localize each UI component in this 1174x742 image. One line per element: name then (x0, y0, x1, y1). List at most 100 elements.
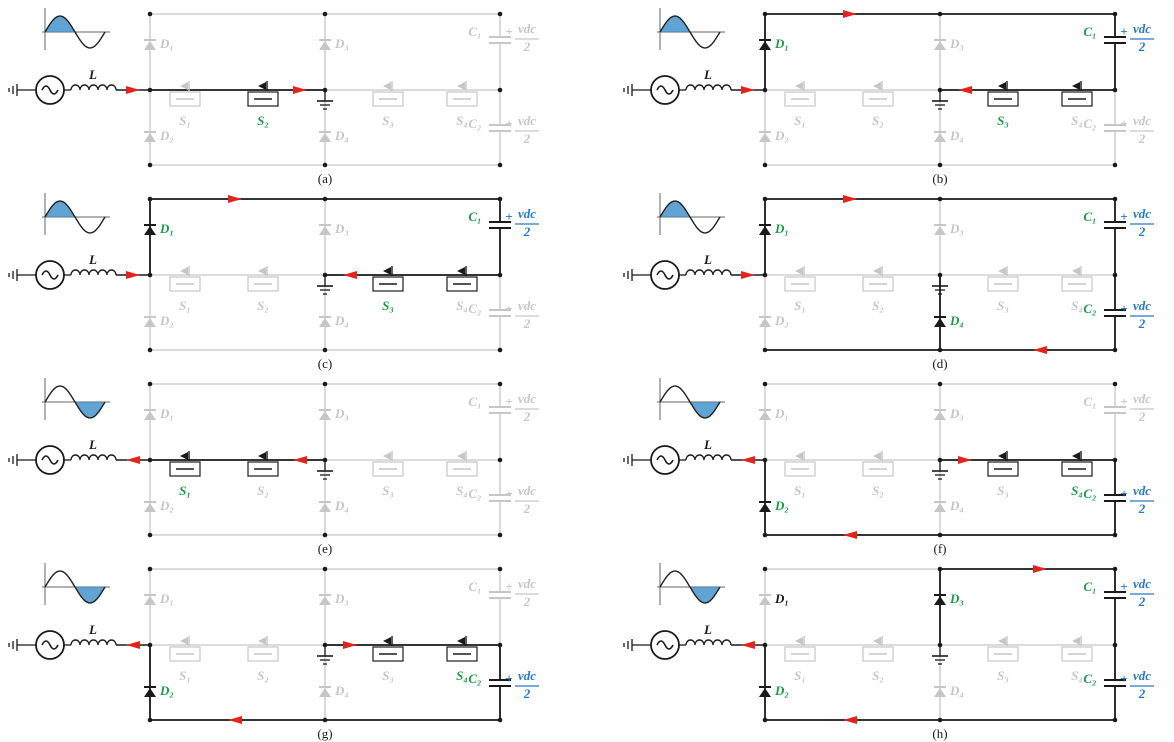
component-label: + (1120, 394, 1127, 409)
component-label: C₂ (1083, 671, 1096, 686)
component-label: + (505, 301, 512, 316)
component-label: + (1120, 671, 1127, 686)
component-label: + (505, 579, 512, 594)
current-arrow (843, 195, 857, 203)
node (323, 382, 328, 387)
component-label: D₃ (334, 406, 349, 421)
node (938, 12, 943, 17)
component-label: S₁ (794, 668, 806, 683)
component-label: + (505, 671, 512, 686)
component-label: S₂ (872, 113, 884, 128)
switch-diode (873, 637, 881, 645)
diode (934, 318, 946, 327)
component-label: 2 (523, 686, 531, 701)
component-label: + (505, 209, 512, 224)
component-label: 2 (1138, 224, 1146, 239)
component-label: D₂ (159, 128, 174, 143)
component-label: D₂ (159, 313, 174, 328)
diode (759, 688, 771, 697)
component-label: vdc (1133, 576, 1151, 591)
switch-diode (180, 452, 188, 460)
node (148, 533, 153, 538)
panel-caption: (b) (932, 171, 947, 186)
component-label: S₂ (257, 483, 269, 498)
component-label: D₃ (949, 406, 964, 421)
panel-caption: (e) (318, 541, 332, 556)
current-arrow (843, 531, 857, 539)
component-label: vdc (1133, 391, 1151, 406)
node (498, 197, 503, 202)
component-label: S₂ (872, 483, 884, 498)
component-label: D₄ (334, 498, 349, 513)
switch-diode (457, 82, 465, 90)
node (148, 567, 153, 572)
switch-diode (795, 267, 803, 275)
component-label: C₂ (468, 116, 481, 131)
circuit-panel: LD₁D₂D₃D₄S₁S₂S₃S₄C₁+vdc2C₂+vdc2(b) (624, 8, 1154, 186)
component-label: S₁ (179, 298, 191, 313)
panel-caption: (d) (932, 356, 947, 371)
switch-diode (383, 637, 391, 645)
node (498, 12, 503, 17)
circuit-panel: LD₁D₂D₃D₄S₁S₂S₃S₄C₁+vdc2C₂+vdc2(e) (9, 378, 539, 556)
node (938, 348, 943, 353)
node (1113, 567, 1118, 572)
diode (759, 318, 771, 327)
current-arrow (343, 271, 357, 279)
component-label: + (505, 394, 512, 409)
component-label: S₄ (456, 113, 468, 128)
component-label: S₃ (382, 113, 394, 128)
node (763, 163, 768, 168)
component-label: S₃ (382, 483, 394, 498)
switch-diode (998, 82, 1006, 90)
diode (144, 503, 156, 512)
node (148, 88, 153, 93)
current-arrow (1033, 346, 1047, 354)
switch-diode (795, 637, 803, 645)
component-label: D₄ (949, 128, 964, 143)
switch-diode (383, 267, 391, 275)
component-label: D₁ (774, 221, 789, 236)
node (763, 273, 768, 278)
component-label: S₁ (179, 668, 191, 683)
node (1113, 533, 1118, 538)
component-label: vdc (518, 298, 536, 313)
component-label: D₂ (159, 498, 174, 513)
current-arrow (741, 456, 755, 464)
component-label: D₁ (159, 406, 174, 421)
inductor (686, 640, 731, 645)
component-label: L (703, 67, 712, 82)
switch-diode (795, 82, 803, 90)
node (148, 348, 153, 353)
switch-diode (457, 452, 465, 460)
node (1113, 458, 1118, 463)
current-arrow (126, 456, 140, 464)
component-label: S₂ (872, 298, 884, 313)
component-label: vdc (518, 21, 536, 36)
diode (144, 133, 156, 142)
component-label: 2 (1138, 409, 1146, 424)
component-label: D₃ (949, 221, 964, 236)
switch-diode (383, 452, 391, 460)
component-label: D₂ (774, 498, 789, 513)
component-label: C₂ (1083, 301, 1096, 316)
component-label: S₃ (382, 298, 394, 313)
switch-diode (180, 82, 188, 90)
circuit-panel: LD₁D₂D₃D₄S₁S₂S₃S₄C₁+vdc2C₂+vdc2(c) (9, 193, 539, 371)
component-label: L (703, 437, 712, 452)
component-label: L (703, 252, 712, 267)
node (938, 197, 943, 202)
node (148, 163, 153, 168)
component-label: D₁ (774, 36, 789, 51)
diode (759, 596, 771, 605)
component-label: + (1120, 486, 1127, 501)
component-label: S₁ (794, 298, 806, 313)
node (1113, 348, 1118, 353)
component-label: vdc (1133, 113, 1151, 128)
node (498, 348, 503, 353)
component-label: C₁ (468, 209, 481, 224)
current-arrow (843, 10, 857, 18)
component-label: 2 (1138, 39, 1146, 54)
component-label: + (505, 24, 512, 39)
